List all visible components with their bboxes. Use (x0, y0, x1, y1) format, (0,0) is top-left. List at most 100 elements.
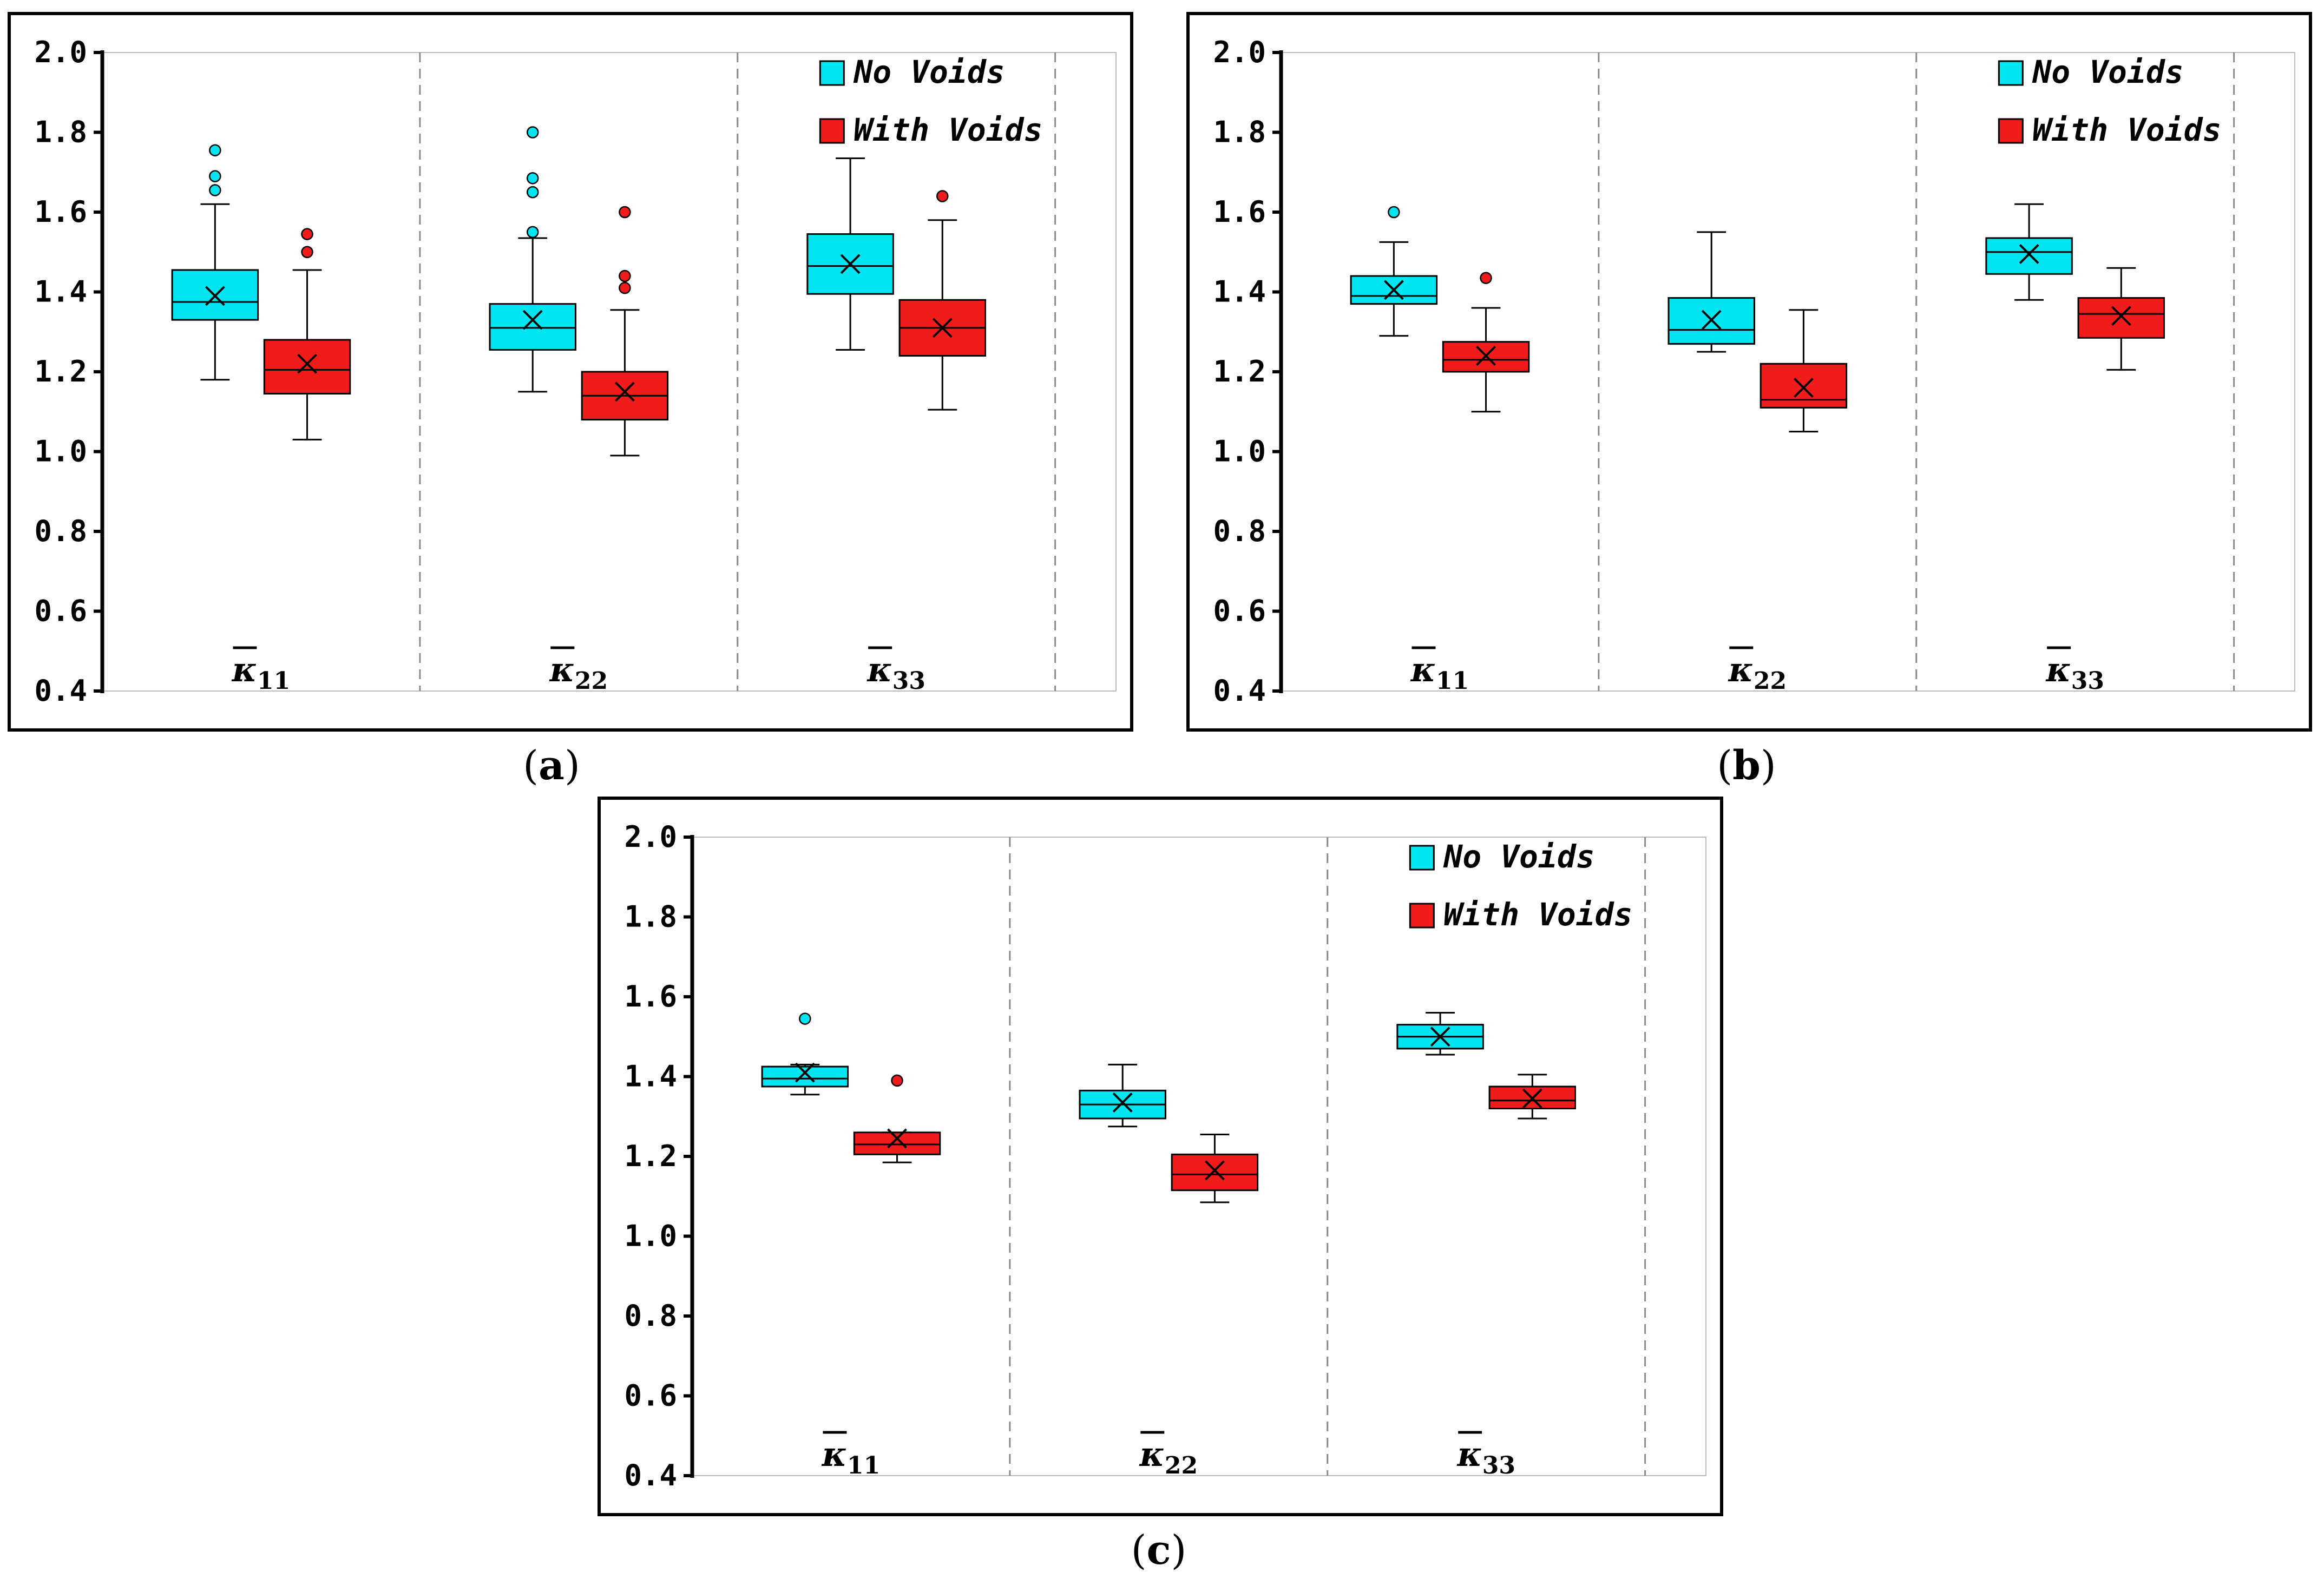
y-tick-label: 1.2 (624, 1139, 677, 1173)
y-tick-label: 0.8 (1213, 514, 1266, 548)
y-tick-label: 2.0 (34, 35, 87, 69)
panel-a: 0.4 0.6 0.8 1.0 1.2 1.4 1.6 1.8 2.0 κ11 κ22 κ33 No V… (8, 12, 1133, 732)
no-voids-box-2 (489, 126, 576, 393)
outlier-point (526, 226, 539, 239)
caption-label-b: b (1732, 742, 1761, 789)
iqr-box (1667, 297, 1755, 345)
legend-label: No Voids (853, 54, 1005, 90)
mean-marker (205, 286, 225, 306)
outlier-point (891, 1074, 903, 1087)
no-voids-box-2 (1079, 1063, 1166, 1128)
with-voids-box-2 (1171, 1133, 1259, 1203)
mean-marker (1383, 280, 1404, 300)
mean-marker (1793, 378, 1814, 398)
legend-swatch (819, 60, 845, 86)
y-tick-label: 1.4 (34, 275, 87, 309)
legend-swatch (1998, 118, 2024, 144)
iqr-box (806, 233, 894, 295)
category-label: κ22 (549, 650, 608, 695)
y-tick-label: 0.8 (624, 1299, 677, 1333)
outlier-point (619, 206, 631, 219)
category-label: κ33 (1456, 1435, 1515, 1479)
mean-marker (2019, 244, 2039, 264)
mean-marker (2111, 306, 2131, 326)
y-tick-label: 2.0 (1213, 35, 1266, 69)
outlier-point (209, 144, 221, 156)
mean-marker (1204, 1160, 1225, 1181)
iqr-box (1171, 1153, 1259, 1192)
y-tick-label: 1.4 (1213, 275, 1266, 309)
legend-swatch (1998, 60, 2024, 86)
y-tick-label: 1.2 (34, 354, 87, 389)
y-tick-label: 1.8 (624, 900, 677, 934)
y-tick-label: 2.0 (624, 820, 677, 854)
boxplot-chart-c: 0.4 0.6 0.8 1.0 1.2 1.4 1.6 1.8 2.0 κ11 κ22 κ33 No V… (598, 797, 1723, 1516)
with-voids-box-1 (263, 228, 351, 440)
y-tick-label: 0.4 (1213, 674, 1266, 708)
boxplot-chart-a: 0.4 0.6 0.8 1.0 1.2 1.4 1.6 1.8 2.0 κ11 κ22 κ33 No V… (8, 12, 1133, 732)
outlier-point (301, 246, 313, 258)
y-tick-label: 0.4 (624, 1458, 677, 1492)
with-voids-box-3 (2077, 267, 2165, 371)
outlier-point (1480, 272, 1492, 284)
mean-marker (840, 254, 861, 274)
outlier-point (526, 172, 539, 185)
panel-frame (8, 12, 1133, 732)
legend-label: With Voids (2032, 111, 2221, 148)
panel-frame (598, 797, 1723, 1516)
category-label: κ22 (1139, 1435, 1198, 1479)
outlier-point (209, 170, 221, 182)
y-tick-label: 1.6 (624, 979, 677, 1014)
category-label: κ33 (866, 650, 925, 695)
no-voids-box-3 (1396, 1012, 1484, 1056)
iqr-box (761, 1065, 849, 1088)
caption-label-a: a (539, 742, 564, 789)
caption-label-c: c (1146, 1527, 1171, 1574)
iqr-box (1760, 363, 1848, 409)
outlier-point (619, 269, 631, 282)
iqr-box (263, 339, 351, 395)
y-tick-label: 1.8 (1213, 115, 1266, 149)
no-voids-box-1 (171, 144, 259, 381)
category-label: κ11 (232, 650, 291, 695)
y-tick-label: 1.0 (624, 1219, 677, 1253)
outlier-point (209, 184, 221, 196)
legend-label: With Voids (1443, 896, 1632, 933)
outlier-point (799, 1012, 811, 1025)
y-tick-label: 0.6 (1213, 594, 1266, 628)
caption-b: (b) (1717, 742, 1776, 789)
y-tick-label: 1.6 (34, 195, 87, 229)
caption-a: (a) (523, 742, 580, 789)
iqr-box (2077, 297, 2165, 339)
with-voids-box-1 (1442, 272, 1530, 413)
mean-marker (1430, 1027, 1450, 1047)
category-label: κ22 (1728, 650, 1787, 695)
mean-marker (1701, 310, 1722, 330)
outlier-point (526, 186, 539, 199)
with-voids-box-3 (898, 190, 987, 411)
category-label: κ33 (2045, 650, 2104, 695)
panel-c: 0.4 0.6 0.8 1.0 1.2 1.4 1.6 1.8 2.0 κ11 κ22 κ33 No V… (598, 797, 1723, 1516)
y-tick-label: 1.4 (624, 1060, 677, 1094)
mean-marker (1522, 1088, 1542, 1109)
boxplot-chart-b: 0.4 0.6 0.8 1.0 1.2 1.4 1.6 1.8 2.0 κ11 κ22 κ33 No V… (1186, 12, 2312, 732)
y-tick-label: 1.0 (34, 435, 87, 469)
with-voids-box-3 (1488, 1074, 1577, 1120)
no-voids-box-2 (1667, 231, 1755, 353)
y-tick-label: 1.6 (1213, 195, 1266, 229)
legend-swatch (1409, 845, 1435, 871)
iqr-box (489, 303, 576, 351)
mean-marker (1112, 1093, 1133, 1113)
mean-marker (614, 381, 635, 402)
panel-b: 0.4 0.6 0.8 1.0 1.2 1.4 1.6 1.8 2.0 κ11 κ22 κ33 No V… (1186, 12, 2312, 732)
outlier-point (619, 281, 631, 294)
legend-label: No Voids (2032, 54, 2183, 90)
outlier-point (301, 228, 313, 240)
iqr-box (1985, 237, 2073, 275)
no-voids-box-3 (1985, 203, 2073, 301)
legend-label: No Voids (1443, 838, 1594, 875)
y-tick-label: 1.8 (34, 115, 87, 149)
outlier-point (1388, 206, 1400, 219)
with-voids-box-1 (853, 1074, 941, 1163)
y-tick-label: 1.2 (1213, 354, 1266, 389)
